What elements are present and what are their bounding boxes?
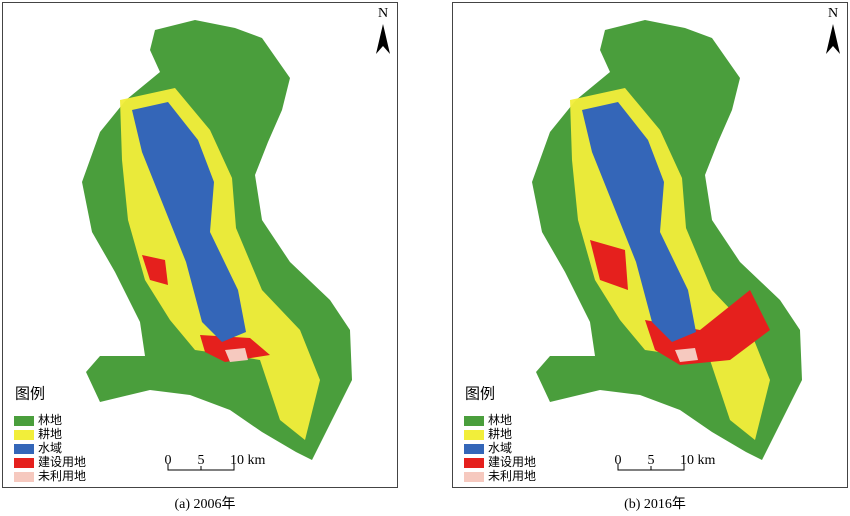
scale-label: 5 xyxy=(198,453,205,468)
legend-swatch xyxy=(464,416,484,426)
legend-swatch xyxy=(14,458,34,468)
legend-swatch xyxy=(14,416,34,426)
legend-label: 水域 xyxy=(38,441,62,455)
legend-label: 水域 xyxy=(488,441,512,455)
scale-bar xyxy=(167,464,235,471)
construction-area xyxy=(142,255,168,285)
legend-label: 耕地 xyxy=(488,426,512,441)
legend-label: 未利用地 xyxy=(38,469,86,483)
north-label: N xyxy=(828,6,838,21)
scale-label: 10 km xyxy=(230,453,266,468)
north-arrow xyxy=(376,24,390,54)
legend-swatch xyxy=(464,458,484,468)
legend-label: 建设用地 xyxy=(38,455,86,469)
panel-frame xyxy=(2,2,398,488)
north-label: N xyxy=(378,6,388,21)
legend-label: 林地 xyxy=(488,413,512,427)
unused-area xyxy=(675,348,698,362)
legend-swatch xyxy=(464,444,484,454)
legend-swatch xyxy=(464,430,484,440)
scale-label: 0 xyxy=(615,453,622,468)
legend-swatch xyxy=(464,472,484,482)
legend-swatch xyxy=(14,472,34,482)
legend-label: 林地 xyxy=(38,413,62,427)
construction-area xyxy=(645,290,770,365)
north-arrow xyxy=(826,24,840,54)
scale-label: 5 xyxy=(648,453,655,468)
construction-area xyxy=(590,240,628,290)
unused-area xyxy=(225,348,248,362)
scale-label: 10 km xyxy=(680,453,716,468)
legend-title: 图例 xyxy=(465,385,495,402)
scale-bar xyxy=(617,464,685,471)
legend-swatch xyxy=(14,444,34,454)
panel-frame xyxy=(452,2,848,488)
legend-swatch xyxy=(14,430,34,440)
water-area xyxy=(582,102,696,342)
caption: (a) 2006年 xyxy=(174,496,235,512)
scale-label: 0 xyxy=(165,453,172,468)
legend-label: 耕地 xyxy=(38,426,62,441)
caption: (b) 2016年 xyxy=(624,496,686,512)
water-area xyxy=(132,102,246,342)
legend-label: 建设用地 xyxy=(488,455,536,469)
legend-label: 未利用地 xyxy=(488,469,536,483)
construction-area xyxy=(200,335,270,362)
legend-title: 图例 xyxy=(15,385,45,402)
